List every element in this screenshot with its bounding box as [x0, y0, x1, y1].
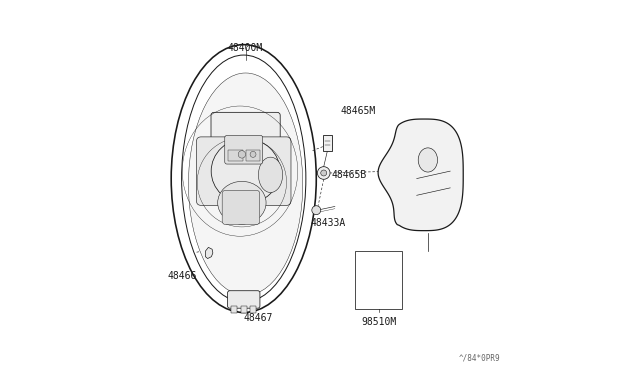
Polygon shape	[205, 247, 213, 259]
Bar	[355, 251, 402, 309]
Circle shape	[238, 151, 246, 158]
FancyBboxPatch shape	[258, 137, 291, 205]
Text: 48465B: 48465B	[331, 170, 367, 180]
Text: 98510M: 98510M	[361, 317, 396, 327]
FancyBboxPatch shape	[228, 150, 243, 161]
Polygon shape	[378, 119, 463, 231]
Ellipse shape	[211, 138, 280, 203]
Text: ^/84*0PR9: ^/84*0PR9	[459, 354, 500, 363]
Circle shape	[312, 206, 321, 215]
Text: 48467: 48467	[244, 313, 273, 323]
Circle shape	[321, 170, 326, 176]
FancyBboxPatch shape	[211, 112, 280, 152]
Circle shape	[317, 167, 330, 179]
Ellipse shape	[259, 157, 283, 193]
FancyBboxPatch shape	[241, 306, 246, 313]
FancyBboxPatch shape	[232, 306, 237, 313]
Text: 48465M: 48465M	[340, 106, 376, 116]
Circle shape	[250, 151, 256, 157]
Ellipse shape	[418, 148, 438, 172]
Text: 48400M: 48400M	[228, 44, 263, 53]
FancyBboxPatch shape	[196, 137, 230, 205]
FancyBboxPatch shape	[250, 306, 256, 313]
FancyBboxPatch shape	[225, 135, 262, 164]
Text: 48433A: 48433A	[310, 218, 346, 228]
Ellipse shape	[188, 73, 303, 295]
FancyBboxPatch shape	[246, 150, 260, 161]
Ellipse shape	[218, 181, 266, 224]
FancyBboxPatch shape	[222, 190, 260, 224]
FancyBboxPatch shape	[228, 291, 260, 308]
FancyBboxPatch shape	[323, 135, 332, 151]
Text: 48466: 48466	[168, 271, 197, 281]
